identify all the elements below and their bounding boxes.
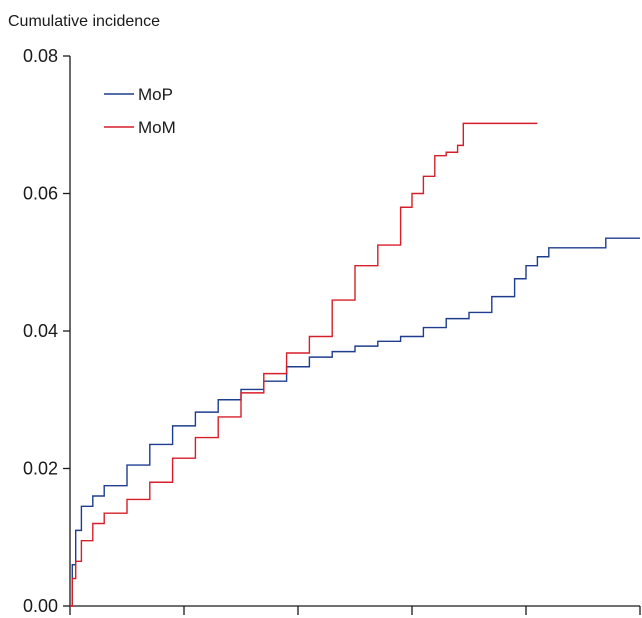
y-tick-label: 0.00 [23, 596, 58, 616]
y-tick-label: 0.06 [23, 184, 58, 204]
series-line-mom [70, 122, 538, 607]
y-tick-label: 0.02 [23, 459, 58, 479]
legend-label-mop: MoP [138, 85, 173, 104]
series-layer [70, 122, 640, 607]
series-line-mop [70, 237, 640, 607]
axes [63, 55, 641, 615]
y-tick-labels: 0.00 0.02 0.04 0.06 0.08 [23, 46, 58, 616]
y-tick-label: 0.04 [23, 321, 58, 341]
y-axis-title: Cumulative incidence [8, 13, 160, 30]
legend: MoP MoM [104, 85, 176, 137]
legend-label-mom: MoM [138, 118, 176, 137]
y-tick-label: 0.08 [23, 46, 58, 66]
